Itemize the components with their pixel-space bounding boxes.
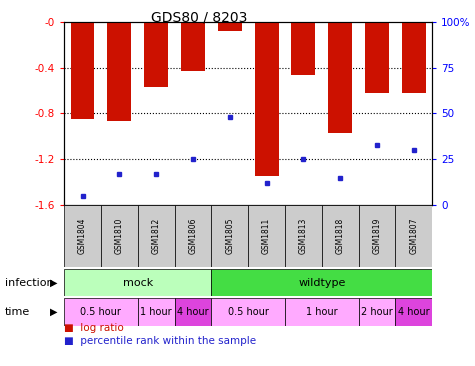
Bar [285, 298, 359, 326]
Text: GSM1810: GSM1810 [115, 218, 124, 254]
Bar [285, 205, 322, 267]
Bar [328, 22, 352, 133]
Bar [211, 298, 285, 326]
Text: ■  percentile rank within the sample: ■ percentile rank within the sample [64, 336, 256, 346]
Bar [359, 298, 395, 326]
Text: mock: mock [123, 278, 153, 288]
Text: 4 hour: 4 hour [398, 307, 430, 317]
Bar [255, 22, 278, 176]
Bar [181, 22, 205, 71]
Bar [395, 298, 432, 326]
Bar [365, 22, 389, 93]
Bar [64, 205, 101, 267]
Bar [138, 298, 175, 326]
Bar [175, 298, 211, 326]
Text: 4 hour: 4 hour [177, 307, 209, 317]
Text: ▶: ▶ [50, 307, 57, 317]
Text: GDS80 / 8203: GDS80 / 8203 [152, 11, 247, 25]
Bar [395, 205, 432, 267]
Text: infection: infection [5, 278, 53, 288]
Bar [359, 205, 395, 267]
Bar [144, 22, 168, 87]
Text: ■  log ratio: ■ log ratio [64, 323, 124, 333]
Text: GSM1812: GSM1812 [152, 218, 161, 254]
Text: GSM1806: GSM1806 [189, 218, 198, 254]
Text: ▶: ▶ [50, 278, 57, 288]
Text: 1 hour: 1 hour [140, 307, 172, 317]
Text: 0.5 hour: 0.5 hour [228, 307, 269, 317]
Bar [175, 205, 211, 267]
Text: GSM1805: GSM1805 [225, 218, 234, 254]
Text: GSM1804: GSM1804 [78, 218, 87, 254]
Text: GSM1813: GSM1813 [299, 218, 308, 254]
Bar [64, 269, 211, 296]
Bar [248, 205, 285, 267]
Text: GSM1807: GSM1807 [409, 218, 418, 254]
Bar [402, 22, 426, 93]
Bar [138, 205, 175, 267]
Bar [211, 269, 432, 296]
Bar [64, 298, 138, 326]
Text: 1 hour: 1 hour [306, 307, 338, 317]
Text: 0.5 hour: 0.5 hour [80, 307, 122, 317]
Bar [101, 205, 138, 267]
Text: 2 hour: 2 hour [361, 307, 393, 317]
Text: GSM1811: GSM1811 [262, 218, 271, 254]
Bar [218, 22, 242, 31]
Bar [107, 22, 131, 122]
Text: GSM1819: GSM1819 [372, 218, 381, 254]
Text: wildtype: wildtype [298, 278, 345, 288]
Bar [211, 205, 248, 267]
Bar [322, 205, 359, 267]
Bar [292, 22, 315, 75]
Text: time: time [5, 307, 30, 317]
Text: GSM1818: GSM1818 [336, 218, 345, 254]
Bar [71, 22, 95, 119]
